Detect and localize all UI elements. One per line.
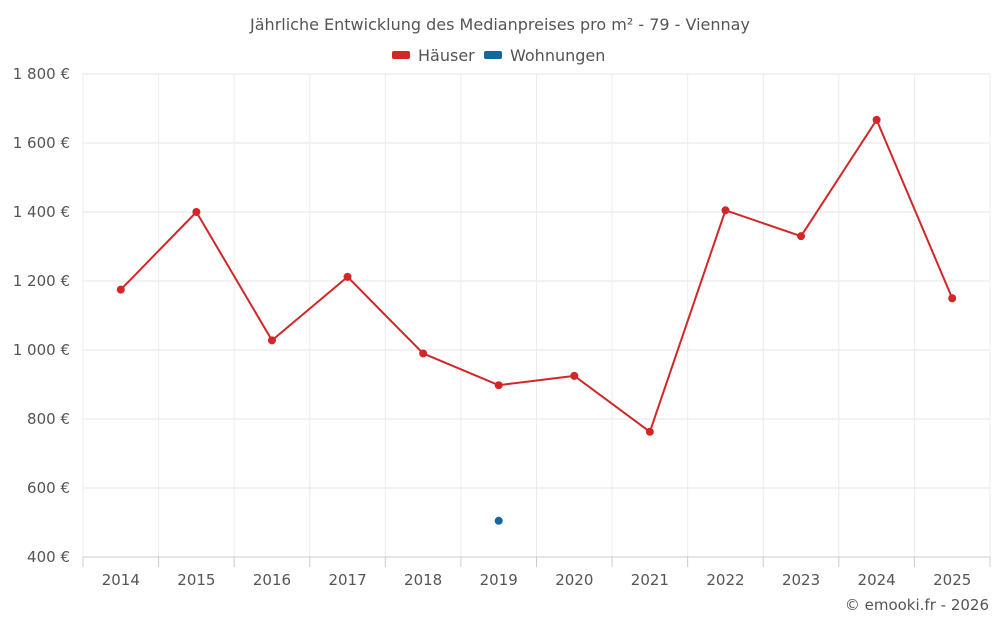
data-point (570, 371, 579, 380)
data-point (797, 232, 806, 241)
series-layer (116, 115, 957, 525)
data-point (343, 272, 352, 281)
data-point (645, 427, 654, 436)
y-tick-label: 1 000 € (13, 341, 70, 359)
x-tick-label: 2024 (858, 571, 896, 589)
data-point (116, 285, 125, 294)
x-tick-label: 2023 (782, 571, 820, 589)
data-point (494, 381, 503, 390)
legend: Häuser Wohnungen (392, 46, 605, 65)
legend-label: Wohnungen (510, 46, 605, 65)
y-tick-label: 600 € (27, 479, 70, 497)
x-tick-label: 2025 (933, 571, 971, 589)
axes: 400 € 600 € 800 € 1 000 € 1 200 € 1 400 € 1 60… (13, 65, 991, 589)
x-tick-label: 2021 (631, 571, 669, 589)
x-tick-label: 2015 (177, 571, 215, 589)
legend-swatch (392, 51, 410, 59)
credit-text: © emooki.fr - 2026 (845, 596, 989, 614)
data-point (948, 294, 957, 303)
x-tick-label: 2019 (480, 571, 518, 589)
x-tick-label: 2018 (404, 571, 442, 589)
x-tick-label: 2016 (253, 571, 291, 589)
legend-swatch (484, 51, 502, 59)
data-point (494, 516, 503, 525)
y-tick-label: 400 € (27, 548, 70, 566)
chart-title: Jährliche Entwicklung des Medianpreises … (249, 15, 750, 34)
data-point (267, 336, 276, 345)
data-point (419, 349, 428, 358)
y-tick-label: 800 € (27, 410, 70, 428)
y-tick-label: 1 200 € (13, 272, 70, 290)
x-tick-label: 2017 (328, 571, 366, 589)
y-tick-label: 1 600 € (13, 134, 70, 152)
x-tick-label: 2014 (102, 571, 140, 589)
legend-label: Häuser (418, 46, 475, 65)
data-point (721, 206, 730, 215)
x-tick-label: 2022 (706, 571, 744, 589)
x-tick-label: 2020 (555, 571, 593, 589)
series-line-haeuser (120, 118, 954, 433)
y-tick-label: 1 400 € (13, 203, 70, 221)
data-point (872, 115, 881, 124)
data-point (192, 208, 201, 216)
y-tick-label: 1 800 € (13, 65, 70, 83)
grid (82, 73, 991, 557)
